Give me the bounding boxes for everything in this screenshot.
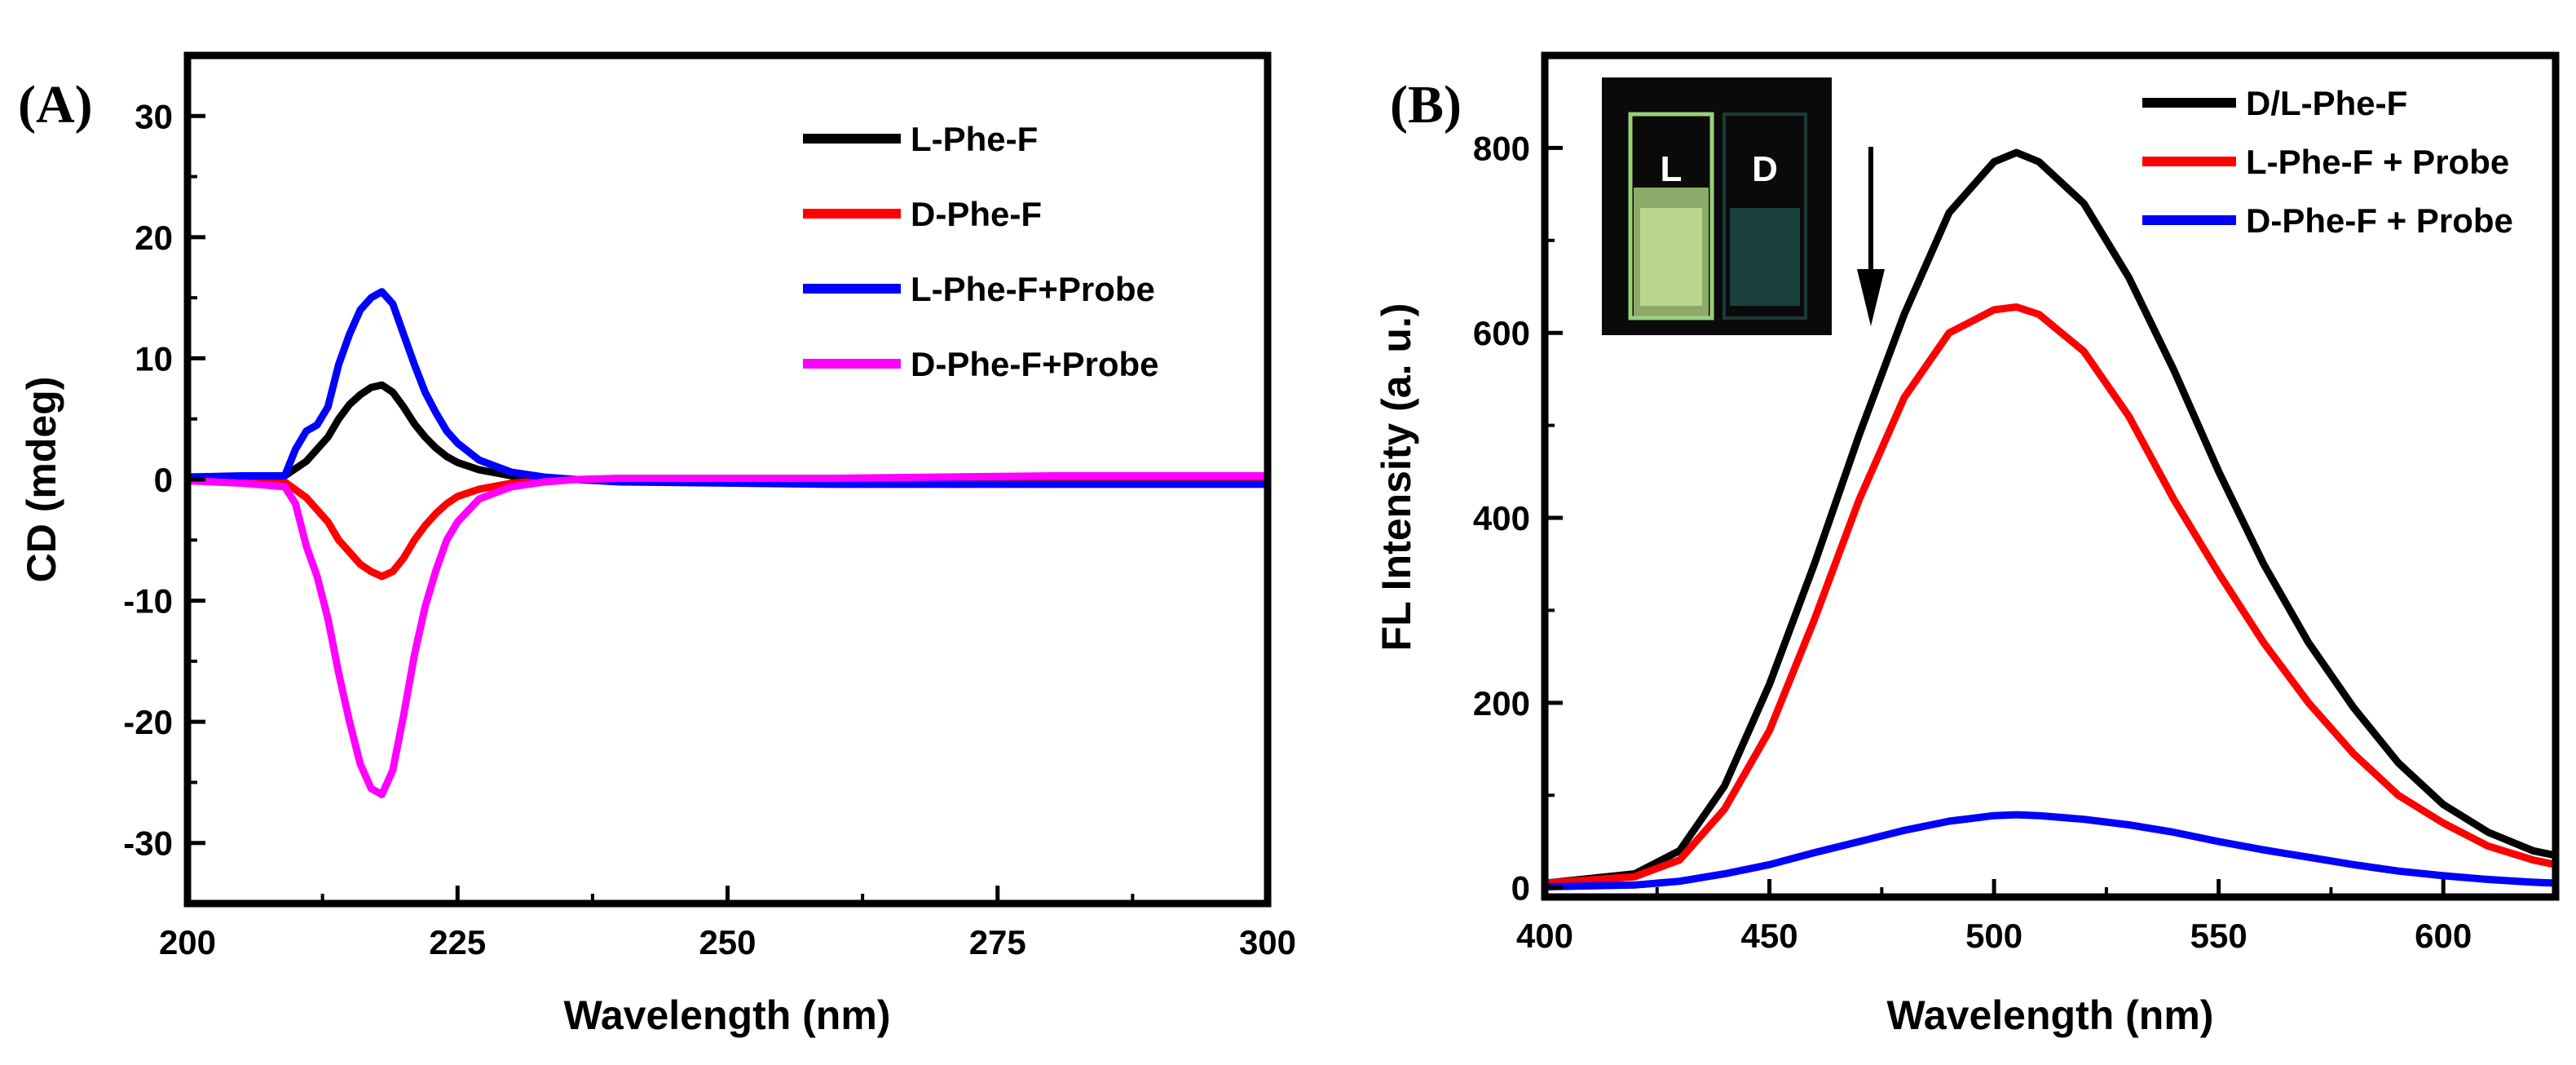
panel-a-x-tick-label: 275 [969, 923, 1026, 961]
cuvette-l-liquid [1640, 208, 1702, 306]
cuvette-l [1628, 112, 1714, 320]
panel-a-y-tick-label: -20 [123, 703, 173, 741]
panel-a-x-tick-label: 250 [699, 923, 756, 961]
panel-a-y-axis-title: CD (mdeg) [19, 377, 64, 583]
panel-b-series-2-line [1541, 811, 2560, 890]
panel-b: (B) 400 450 500 550 600 0 200 400 600 800 Wavelen… [1374, 51, 2560, 1038]
panel-a-x-axis-title: Wavelength (nm) [564, 992, 891, 1038]
panel-b-legend-label-0: D/L-Phe-F [2246, 84, 2407, 122]
panel-b-y-tick-label: 600 [1473, 314, 1530, 352]
panel-a-series-0-line [183, 381, 1272, 487]
down-arrow-annotation [1857, 147, 1885, 326]
panel-a-y-tick-label: -10 [123, 582, 173, 621]
panel-b-y-tick-label: 800 [1473, 129, 1530, 167]
panel-a-legend-label-2: L-Phe-F+Probe [911, 270, 1155, 308]
panel-a-y-tick-label: 10 [135, 339, 173, 378]
panel-b-plot-frame [1541, 51, 2560, 901]
panel-b-x-tick-label: 450 [1741, 917, 1798, 955]
panel-a-series-1-line [183, 475, 1272, 581]
panel-a-ticks: 200 225 250 275 300 -30 -20 -10 0 10 20 30 [123, 97, 1296, 961]
inset-label-d: D [1752, 149, 1778, 189]
panel-a: (A) 200 225 250 275 300 -30 -20 -10 0 10 20 30 Wave… [18, 51, 1296, 1038]
inset-photo: L D [1602, 77, 1832, 335]
panel-a-plot-series [183, 288, 1272, 798]
panel-b-x-tick-label: 600 [2415, 917, 2472, 955]
inset-label-l: L [1661, 149, 1683, 189]
panel-a-y-tick-label: 20 [135, 219, 173, 257]
panel-b-legend-label-1: L-Phe-F + Probe [2246, 143, 2509, 181]
panel-b-ticks: 400 450 500 550 600 0 200 400 600 800 [1473, 129, 2472, 955]
panel-a-legend-label-1: D-Phe-F [911, 195, 1042, 233]
cuvette-d [1722, 113, 1807, 320]
panel-a-x-tick-label: 300 [1239, 923, 1296, 961]
panel-a-legend: L-Phe-F D-Phe-F L-Phe-F+Probe D-Phe-F+Probe [803, 120, 1159, 383]
panel-b-series-1-line [1541, 303, 2560, 887]
panel-a-y-tick-label: 0 [154, 461, 173, 499]
panel-b-y-tick-label: 0 [1511, 869, 1530, 908]
panel-b-label: (B) [1390, 75, 1462, 135]
panel-a-x-tick-label: 200 [159, 923, 216, 961]
panel-b-legend-label-2: D-Phe-F + Probe [2246, 201, 2513, 240]
panel-b-plot-series [1541, 148, 2560, 890]
panel-a-y-tick-label: 30 [135, 97, 173, 135]
panel-b-x-axis-title: Wavelength (nm) [1887, 992, 2214, 1038]
panel-a-legend-label-0: L-Phe-F [911, 120, 1038, 158]
panel-a-series-3-line [183, 472, 1272, 798]
cuvette-d-liquid [1730, 208, 1800, 306]
panel-a-legend-label-3: D-Phe-F+Probe [911, 345, 1159, 383]
panel-b-x-tick-label: 550 [2190, 917, 2247, 955]
panel-b-y-axis-title: FL Intensity (a. u.) [1374, 303, 1419, 652]
panel-b-series-0-line [1541, 148, 2560, 887]
panel-b-y-tick-label: 200 [1473, 684, 1530, 723]
panel-a-y-tick-label: -30 [123, 824, 173, 863]
down-arrow-head [1857, 269, 1885, 326]
panel-a-x-tick-label: 225 [429, 923, 486, 961]
panel-a-label: (A) [18, 75, 93, 135]
panel-b-legend: D/L-Phe-F L-Phe-F + Probe D-Phe-F + Probe [2142, 84, 2513, 240]
panel-b-x-tick-label: 400 [1516, 917, 1573, 955]
panel-b-y-tick-label: 400 [1473, 499, 1530, 537]
panel-b-x-tick-label: 500 [1965, 917, 2022, 955]
panel-a-series-2-line [183, 288, 1272, 488]
